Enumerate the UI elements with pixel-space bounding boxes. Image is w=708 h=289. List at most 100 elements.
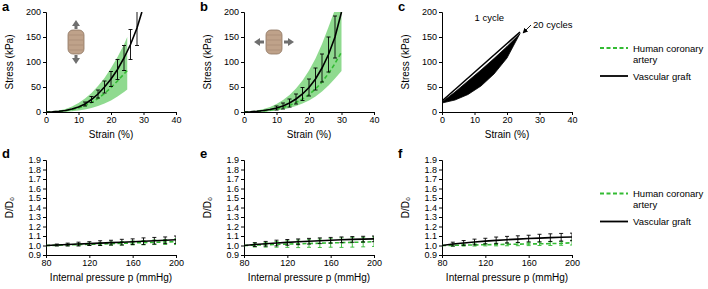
x-axis-title: Internal pressure p (mmHg) (248, 272, 370, 283)
tick: 160 (324, 255, 339, 268)
tick-mark (439, 198, 442, 199)
legend: Human coronaryarteryVascular graft (600, 43, 703, 82)
tick-mark (241, 208, 244, 209)
x-axis-title: Internal pressure p (mmHg) (446, 272, 568, 283)
error-bar (538, 242, 542, 245)
tick-mark (43, 246, 46, 247)
error-bar (103, 81, 107, 93)
tick-mark (241, 236, 244, 237)
plot-area (46, 236, 176, 246)
tick-label: 0 (432, 107, 437, 117)
tick-label: 1.5 (424, 193, 437, 203)
error-bar (538, 234, 542, 242)
tick-mark (439, 170, 442, 171)
tick: 50 (427, 82, 442, 92)
tick-label: 80 (239, 258, 249, 268)
tick: 50 (31, 82, 46, 92)
legend-label-line: artery (633, 54, 658, 65)
error-bar (174, 236, 176, 244)
tick-label: 80 (437, 258, 447, 268)
tick-label: 40 (369, 115, 379, 125)
tick: 0 (36, 107, 46, 117)
tick-mark (439, 217, 442, 218)
legend-swatch (600, 75, 628, 77)
error-bar (301, 88, 305, 101)
load-arrow (72, 55, 80, 64)
tick-label: 1.2 (424, 222, 437, 232)
x-axis-title: Internal pressure p (mmHg) (50, 272, 172, 283)
error-bar (264, 241, 268, 246)
tick-label: 150 (224, 32, 239, 42)
error-bar (318, 238, 322, 244)
graft-texture (267, 50, 281, 51)
tick: 1.7 (28, 174, 46, 184)
graft-texture (267, 45, 281, 46)
tick-label: 1.5 (226, 193, 239, 203)
y-axis-title: Stress (kPa) (4, 34, 15, 89)
tick-mark (43, 160, 46, 161)
tick-label: 0.9 (28, 250, 41, 260)
tick-mark (241, 112, 244, 113)
error-bar (559, 233, 563, 241)
tick-mark (241, 255, 244, 256)
tick: 1.4 (424, 203, 442, 213)
error-bar (131, 239, 135, 245)
tick-label: 50 (427, 82, 437, 92)
panel-label: b (200, 0, 208, 14)
tick-label: 160 (522, 258, 537, 268)
tick-label: 10 (272, 115, 282, 125)
tick-label: 30 (139, 115, 149, 125)
tick: 1.6 (424, 184, 442, 194)
tick: 100 (422, 57, 442, 67)
tick-label: 0 (44, 115, 49, 125)
error-bar (314, 68, 318, 90)
x-axis: 010203040 (242, 112, 380, 125)
tick: 80 (239, 255, 249, 268)
tick-label: 0 (242, 115, 247, 125)
series-line (46, 240, 176, 246)
tick-label: 1.5 (28, 193, 41, 203)
tick: 0 (440, 112, 445, 125)
tick-label: 0 (36, 107, 41, 117)
plot-area (46, 12, 142, 112)
error-band (244, 12, 342, 112)
tick-mark (439, 189, 442, 190)
panel-label: e (200, 146, 207, 161)
load-arrow (254, 38, 264, 46)
tick-mark (241, 198, 244, 199)
tick-label: 1.2 (226, 222, 239, 232)
error-bar (559, 242, 563, 246)
tick-mark (439, 112, 442, 113)
tick-mark (439, 227, 442, 228)
tick: 100 (224, 57, 244, 67)
error-bar (296, 239, 300, 245)
tick: 1.0 (226, 241, 244, 251)
error-bar (253, 243, 257, 247)
tick: 120 (280, 255, 295, 268)
tick-mark (439, 160, 442, 161)
tick: 1.1 (424, 231, 442, 241)
tick-label: 0 (234, 107, 239, 117)
tick: 150 (422, 32, 442, 42)
tick: 1.5 (226, 193, 244, 203)
panel-label: a (2, 0, 10, 14)
graft-texture (69, 35, 83, 36)
panel: 010203040050100150200Strain (%)Stress (k… (398, 0, 578, 140)
error-bar (129, 30, 133, 60)
plot-area (244, 12, 342, 112)
tick-label: 200 (422, 7, 437, 17)
error-bar (307, 238, 311, 244)
tick: 1.9 (424, 155, 442, 165)
tick: 0.9 (226, 250, 244, 260)
error-bar (281, 103, 285, 109)
y-axis-title: Stress (kPa) (400, 34, 411, 89)
tick: 200 (224, 7, 244, 17)
tick: 1.3 (226, 212, 244, 222)
legend-swatch (600, 47, 628, 49)
tick-mark (241, 160, 244, 161)
error-bar (275, 106, 279, 110)
tick: 200 (565, 255, 580, 268)
y-axis: 0.91.01.11.21.31.41.51.61.71.81.9 (424, 155, 442, 260)
tick: 1.8 (424, 165, 442, 175)
legend-swatch (600, 193, 628, 195)
